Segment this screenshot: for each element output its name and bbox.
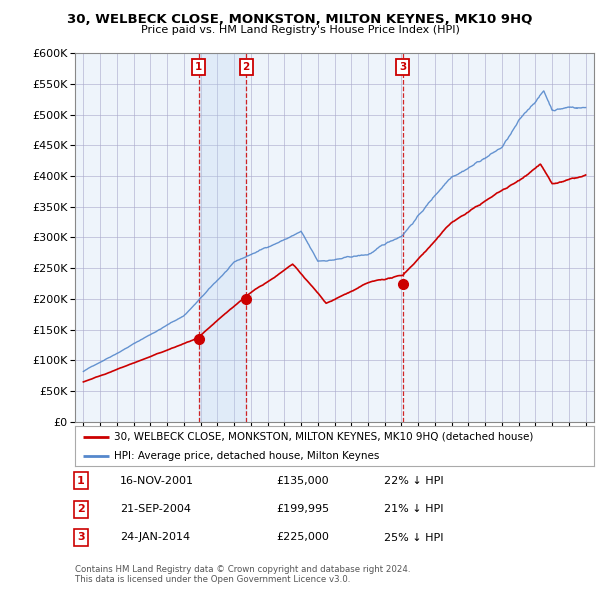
Text: £199,995: £199,995 [276,504,329,514]
Text: 16-NOV-2001: 16-NOV-2001 [120,476,194,486]
Text: 24-JAN-2014: 24-JAN-2014 [120,533,190,542]
Text: 25% ↓ HPI: 25% ↓ HPI [384,533,443,542]
Text: 21-SEP-2004: 21-SEP-2004 [120,504,191,514]
Text: 30, WELBECK CLOSE, MONKSTON, MILTON KEYNES, MK10 9HQ: 30, WELBECK CLOSE, MONKSTON, MILTON KEYN… [67,13,533,26]
Text: Price paid vs. HM Land Registry's House Price Index (HPI): Price paid vs. HM Land Registry's House … [140,25,460,35]
Bar [199,53,246,422]
Text: 30, WELBECK CLOSE, MONKSTON, MILTON KEYNES, MK10 9HQ (detached house): 30, WELBECK CLOSE, MONKSTON, MILTON KEYN… [114,432,533,442]
Text: 1: 1 [195,63,202,73]
Text: £135,000: £135,000 [276,476,329,486]
Text: £225,000: £225,000 [276,533,329,542]
Text: HPI: Average price, detached house, Milton Keynes: HPI: Average price, detached house, Milt… [114,451,379,461]
Text: 22% ↓ HPI: 22% ↓ HPI [384,476,443,486]
Text: 2: 2 [77,504,85,514]
Text: 1: 1 [77,476,85,486]
Text: 2: 2 [242,63,250,73]
Text: 3: 3 [399,63,406,73]
Text: 21% ↓ HPI: 21% ↓ HPI [384,504,443,514]
Text: Contains HM Land Registry data © Crown copyright and database right 2024.
This d: Contains HM Land Registry data © Crown c… [75,565,410,584]
Text: 3: 3 [77,533,85,542]
